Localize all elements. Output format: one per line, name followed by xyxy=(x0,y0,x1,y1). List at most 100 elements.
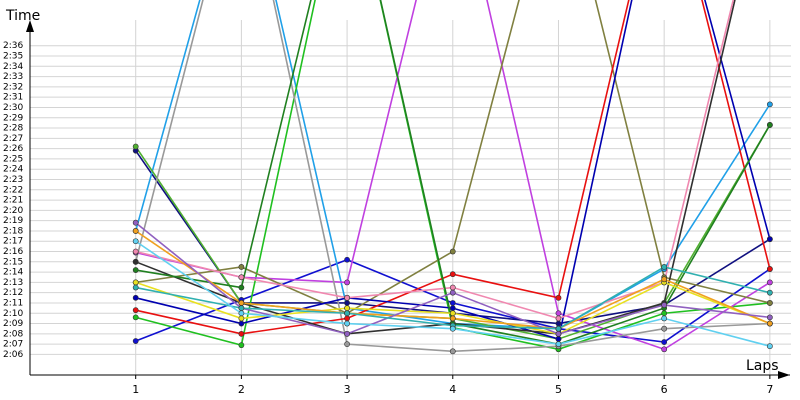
data-point xyxy=(449,271,456,278)
y-tick-label: 2:29 xyxy=(3,113,23,123)
data-point xyxy=(238,310,245,317)
data-point xyxy=(132,228,139,234)
data-point xyxy=(344,305,350,312)
y-tick-label: 2:34 xyxy=(3,62,23,72)
data-point xyxy=(132,143,139,150)
x-tick-label: 3 xyxy=(344,383,351,396)
data-point xyxy=(661,264,668,270)
data-point xyxy=(449,325,456,332)
data-point xyxy=(555,315,562,322)
data-point xyxy=(344,315,350,322)
data-point xyxy=(132,279,139,286)
y-tick-label: 2:16 xyxy=(3,247,23,257)
data-point xyxy=(555,320,562,327)
data-point xyxy=(555,294,562,301)
x-tick-label: 1 xyxy=(132,383,139,396)
y-tick-label: 2:36 xyxy=(3,41,23,51)
y-tick-label: 2:20 xyxy=(3,206,23,216)
data-point xyxy=(132,284,139,291)
data-point xyxy=(132,314,139,321)
y-axis-arrow xyxy=(26,20,34,32)
y-tick-label: 2:30 xyxy=(3,103,23,113)
data-point xyxy=(238,315,245,322)
data-point xyxy=(766,300,773,306)
y-tick-label: 2:31 xyxy=(3,93,23,103)
y-tick-label: 2:15 xyxy=(3,257,23,267)
y-tick-label: 2:25 xyxy=(3,154,23,164)
y-tick-label: 2:28 xyxy=(3,124,23,134)
y-tick-label: 2:08 xyxy=(3,329,23,339)
data-point xyxy=(766,266,773,272)
data-point xyxy=(344,341,350,348)
data-point xyxy=(555,310,562,317)
y-tick-label: 2:06 xyxy=(3,350,23,360)
data-point xyxy=(449,315,456,322)
data-point xyxy=(449,300,456,306)
data-point xyxy=(238,320,245,327)
y-tick-label: 2:27 xyxy=(3,134,23,144)
data-point xyxy=(766,122,773,128)
x-axis-label: Laps xyxy=(746,358,779,374)
data-point xyxy=(344,279,350,286)
x-tick-label: 5 xyxy=(555,383,562,396)
y-tick-label: 2:14 xyxy=(3,268,23,278)
x-tick-label: 7 xyxy=(766,383,773,396)
y-tick-label: 2:21 xyxy=(3,196,23,206)
y-tick-label: 2:07 xyxy=(3,340,23,350)
data-point xyxy=(132,219,139,226)
data-point xyxy=(766,320,773,327)
y-tick-label: 2:13 xyxy=(3,278,23,288)
data-point xyxy=(449,310,456,317)
data-point xyxy=(132,338,139,344)
data-point xyxy=(449,305,456,312)
data-point xyxy=(449,289,456,296)
data-point xyxy=(661,276,668,283)
data-point xyxy=(661,315,668,322)
data-point xyxy=(766,236,773,243)
data-point xyxy=(238,284,245,291)
data-point xyxy=(766,279,773,286)
y-tick-label: 2:32 xyxy=(3,82,23,92)
data-point xyxy=(238,264,245,270)
data-point xyxy=(238,300,245,306)
data-point xyxy=(555,330,562,337)
y-tick-label: 2:19 xyxy=(3,216,23,226)
data-point xyxy=(238,342,245,349)
data-point xyxy=(344,310,350,317)
data-point xyxy=(132,258,139,265)
data-point xyxy=(661,346,668,353)
data-point xyxy=(132,248,139,255)
data-point xyxy=(344,294,350,301)
y-tick-label: 2:23 xyxy=(3,175,23,185)
data-point xyxy=(238,274,245,281)
data-point xyxy=(661,339,668,345)
data-point xyxy=(555,325,562,332)
x-tick-label: 4 xyxy=(449,383,456,396)
data-point xyxy=(766,289,773,296)
data-point xyxy=(449,348,456,355)
plot-area xyxy=(132,0,773,355)
data-point xyxy=(132,238,139,245)
data-point xyxy=(766,343,773,350)
y-tick-label: 2:09 xyxy=(3,319,23,329)
data-point xyxy=(449,248,456,255)
data-point xyxy=(661,325,668,332)
x-tick-label: 2 xyxy=(238,383,245,396)
data-point xyxy=(555,341,562,348)
y-tick-label: 2:12 xyxy=(3,288,23,298)
y-tick-label: 2:22 xyxy=(3,185,23,195)
y-tick-label: 2:26 xyxy=(3,144,23,154)
data-point xyxy=(766,101,773,108)
data-point xyxy=(661,310,668,317)
y-axis-label: Time xyxy=(5,8,40,24)
y-tick-label: 2:35 xyxy=(3,52,23,62)
data-point xyxy=(449,284,456,291)
y-tick-label: 2:11 xyxy=(3,298,23,308)
y-tick-label: 2:17 xyxy=(3,237,23,247)
data-point xyxy=(661,302,668,308)
data-point xyxy=(555,336,562,342)
data-point xyxy=(238,330,245,337)
y-tick-label: 2:18 xyxy=(3,226,23,236)
data-point xyxy=(344,256,350,263)
